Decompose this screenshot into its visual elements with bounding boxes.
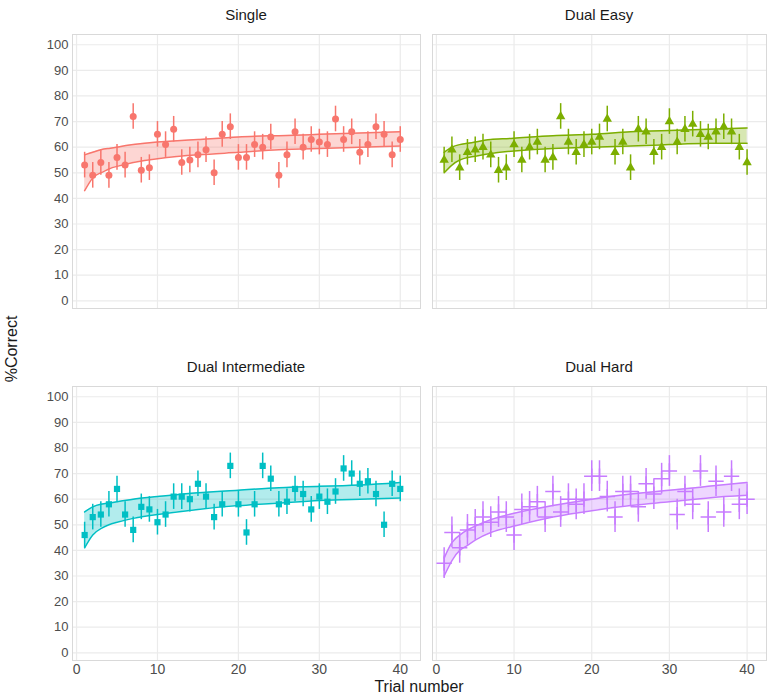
svg-text:20: 20: [584, 661, 600, 677]
svg-text:10: 10: [506, 661, 522, 677]
html-text:Dual Intermediate: Dual Intermediate: [186, 358, 306, 375]
svg-text:100: 100: [47, 37, 69, 52]
svg-text:10: 10: [150, 661, 166, 677]
svg-text:30: 30: [312, 661, 328, 677]
svg-text:60: 60: [54, 139, 68, 154]
svg-text:80: 80: [54, 88, 68, 103]
svg-text:60: 60: [54, 491, 68, 506]
html-text:Single: Single: [225, 6, 267, 23]
svg-text:40: 40: [392, 661, 408, 677]
svg-text:80: 80: [54, 440, 68, 455]
svg-text:70: 70: [54, 114, 68, 129]
svg-text:50: 50: [54, 165, 68, 180]
html-text:%Correct: %Correct: [3, 315, 20, 383]
svg-text:10: 10: [54, 619, 68, 634]
svg-text:10: 10: [54, 267, 68, 282]
html-text:Dual Easy: Dual Easy: [564, 6, 634, 23]
svg-text:70: 70: [54, 466, 68, 481]
svg-text:40: 40: [739, 661, 755, 677]
svg-text:100: 100: [47, 389, 69, 404]
svg-text:20: 20: [54, 242, 68, 257]
svg-text:30: 30: [54, 568, 68, 583]
html-text:Dual Hard: Dual Hard: [565, 358, 633, 375]
svg-text:20: 20: [54, 594, 68, 609]
svg-text:50: 50: [54, 517, 68, 532]
svg-text:90: 90: [54, 415, 68, 430]
svg-text:30: 30: [662, 661, 678, 677]
svg-text:40: 40: [54, 191, 68, 206]
html-text:Trial number: Trial number: [374, 678, 464, 695]
svg-text:20: 20: [231, 661, 247, 677]
svg-text:0: 0: [432, 661, 440, 677]
svg-text:90: 90: [54, 63, 68, 78]
svg-text:30: 30: [54, 216, 68, 231]
svg-text:0: 0: [61, 293, 68, 308]
svg-text:0: 0: [61, 645, 68, 660]
svg-text:40: 40: [54, 543, 68, 558]
svg-text:0: 0: [73, 661, 81, 677]
